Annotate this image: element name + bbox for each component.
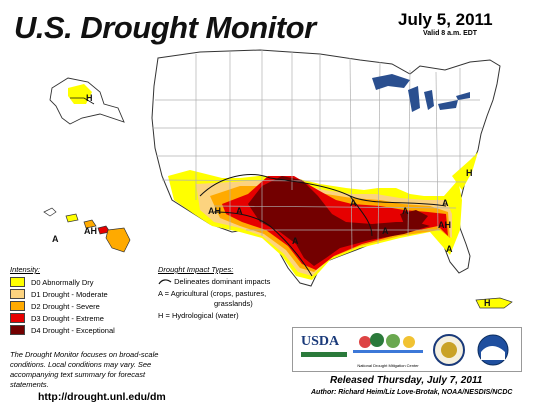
legend-item-d0: D0 Abnormally Dry bbox=[10, 277, 94, 287]
legend-swatch-d0 bbox=[10, 277, 25, 287]
website-link[interactable]: http://drought.unl.edu/dm bbox=[38, 391, 166, 403]
label-nc-h: H bbox=[466, 168, 473, 178]
legend-item-d3: D3 Drought - Extreme bbox=[10, 313, 104, 323]
impact-agricultural: A = Agricultural (crops, pastures, bbox=[158, 289, 267, 298]
impact-line-icon bbox=[158, 279, 172, 285]
legend-item-d4: D4 Drought - Exceptional bbox=[10, 325, 115, 335]
intensity-legend-title: Intensity: bbox=[10, 265, 41, 274]
label-fl-a: A bbox=[446, 244, 453, 254]
label-mid-a: A bbox=[350, 198, 357, 208]
label-pr: H bbox=[484, 298, 491, 308]
legend-label-d0: D0 Abnormally Dry bbox=[31, 277, 94, 287]
label-east-a: A bbox=[442, 198, 449, 208]
legend-label-d1: D1 Drought - Moderate bbox=[31, 289, 108, 299]
label-east-ah: AH bbox=[438, 220, 451, 230]
label-se-a: A bbox=[382, 226, 389, 236]
usda-logo: USDA bbox=[301, 334, 347, 364]
puerto-rico bbox=[475, 297, 513, 309]
release-date: Released Thursday, July 7, 2011 bbox=[330, 375, 483, 386]
map-title: U.S. Drought Monitor bbox=[14, 10, 316, 45]
disclaimer-note: The Drought Monitor focuses on broad-sca… bbox=[10, 350, 159, 389]
impact-legend-title: Drought Impact Types: bbox=[158, 265, 234, 274]
legend-swatch-d3 bbox=[10, 313, 25, 323]
legend-item-d1: D1 Drought - Moderate bbox=[10, 289, 108, 299]
impact-hydrological: H = Hydrological (water) bbox=[158, 311, 239, 320]
drought-d4-georgia bbox=[400, 210, 428, 226]
legend-label-d3: D3 Drought - Extreme bbox=[31, 313, 104, 323]
label-hi-a: A bbox=[52, 234, 59, 244]
state-lines bbox=[152, 50, 482, 251]
doc-seal-icon bbox=[433, 334, 465, 366]
impact-agricultural-cont: grasslands) bbox=[214, 299, 253, 308]
legend-swatch-d2 bbox=[10, 301, 25, 311]
ndmc-tree-icon bbox=[353, 333, 423, 353]
drought-d0-carolinas bbox=[452, 152, 478, 190]
great-lakes bbox=[372, 74, 470, 112]
label-ak: H bbox=[86, 93, 93, 103]
map-date: July 5, 2011 bbox=[398, 10, 493, 29]
agency-logos: USDA National Drought Mitigation Center bbox=[292, 327, 522, 372]
label-tx-a: A bbox=[292, 236, 299, 246]
usda-logo-stripe bbox=[301, 352, 347, 357]
hawaii-islands bbox=[43, 207, 131, 253]
impact-lines bbox=[199, 174, 447, 277]
valid-time: Valid 8 a.m. EDT bbox=[423, 30, 478, 37]
ndmc-logo-text: National Drought Mitigation Center bbox=[357, 363, 419, 368]
ndmc-logo: National Drought Mitigation Center bbox=[353, 332, 423, 368]
noaa-logo-icon bbox=[477, 334, 509, 366]
legend-swatch-d4 bbox=[10, 325, 25, 335]
impact-line-entry: Delineates dominant impacts bbox=[158, 277, 270, 286]
label-nc-a: A bbox=[402, 206, 409, 216]
author-credit: Author: Richard Heim/Liz Love-Brotak, NO… bbox=[311, 389, 513, 396]
drought-d4 bbox=[248, 176, 430, 266]
label-hi-ah: AH bbox=[84, 226, 97, 236]
legend-label-d4: D4 Drought - Exceptional bbox=[31, 325, 115, 335]
legend-item-d2: D2 Drought - Severe bbox=[10, 301, 100, 311]
legend-swatch-d1 bbox=[10, 289, 25, 299]
alaska-line bbox=[70, 97, 95, 105]
label-sw-ah: AH bbox=[208, 206, 221, 216]
label-sw-a: A bbox=[236, 206, 243, 216]
impact-line-label: Delineates dominant impacts bbox=[174, 277, 271, 286]
legend-label-d2: D2 Drought - Severe bbox=[31, 301, 100, 311]
usda-logo-text: USDA bbox=[301, 334, 340, 349]
